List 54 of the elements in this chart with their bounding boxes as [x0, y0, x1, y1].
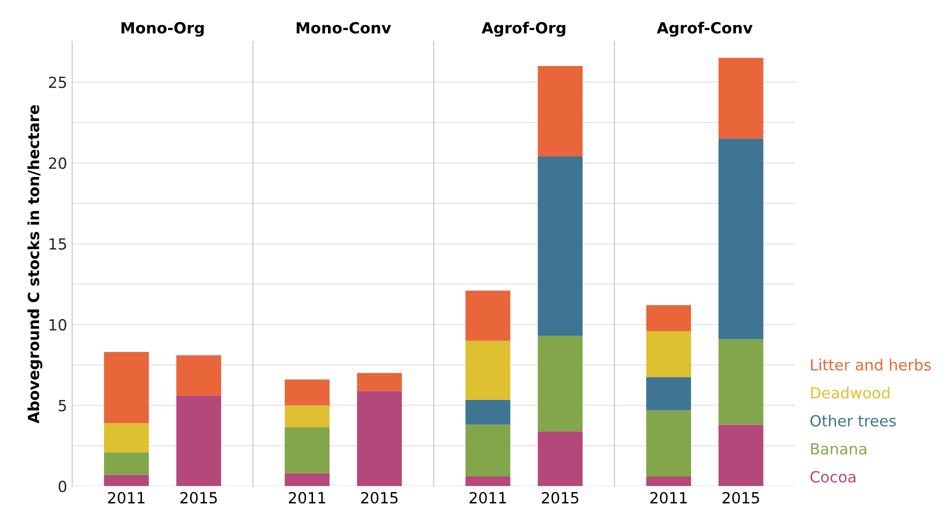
x-tick-label: 2015 [722, 492, 760, 504]
x-tick-label: 2015 [361, 492, 398, 504]
bar [718, 339, 764, 425]
bar [284, 473, 330, 486]
bar [104, 474, 149, 486]
bar [538, 156, 583, 336]
x-tick-label: 2015 [180, 492, 217, 504]
bar [357, 373, 402, 391]
x-tick-label: 2015 [542, 492, 578, 504]
text: Litter and herbs [811, 358, 931, 371]
x-tick-label: 2011 [650, 492, 687, 504]
x-tick-label: 2011 [108, 492, 144, 504]
bar [718, 58, 764, 139]
text: Deadwood [811, 386, 890, 399]
bar [176, 396, 222, 486]
bar [176, 355, 222, 396]
chart-title: Mono-Org [122, 22, 204, 37]
y-tick-label: 10 [50, 319, 66, 331]
bar [646, 305, 692, 332]
y-axis-title: Aboveground C stocks in ton/hectare [27, 105, 42, 424]
bar [104, 423, 149, 452]
bar [104, 452, 149, 475]
y-tick-label: 20 [49, 157, 66, 169]
chart-title: Mono-Conv [296, 22, 392, 34]
chart-title: Agrof-Org [482, 22, 566, 37]
bar [646, 377, 692, 410]
bar [538, 336, 583, 432]
bar [284, 427, 330, 474]
bar [465, 476, 510, 486]
y-tick-label: 0 [58, 480, 66, 492]
bar [646, 476, 692, 486]
bar [538, 431, 583, 486]
bar [284, 405, 330, 428]
x-tick-label: 2011 [288, 492, 326, 504]
y-tick-label: 5 [58, 400, 66, 412]
bar [465, 290, 510, 341]
bar [718, 424, 764, 486]
bar [465, 424, 510, 476]
text: Cocoa [810, 471, 856, 483]
bar [646, 331, 692, 378]
bar [718, 138, 764, 340]
bar [465, 400, 510, 425]
bar [104, 352, 149, 424]
bar [465, 340, 510, 400]
x-tick-label: 2011 [470, 492, 506, 504]
chart-title: Agrof-Conv [656, 22, 753, 37]
bar [538, 66, 583, 156]
text: Other trees [810, 414, 896, 427]
y-tick-label: 15 [50, 238, 66, 250]
bar [646, 410, 692, 476]
bar [284, 379, 330, 406]
bar [357, 390, 402, 486]
y-tick-label: 25 [49, 76, 66, 88]
text: Banana [811, 443, 866, 455]
